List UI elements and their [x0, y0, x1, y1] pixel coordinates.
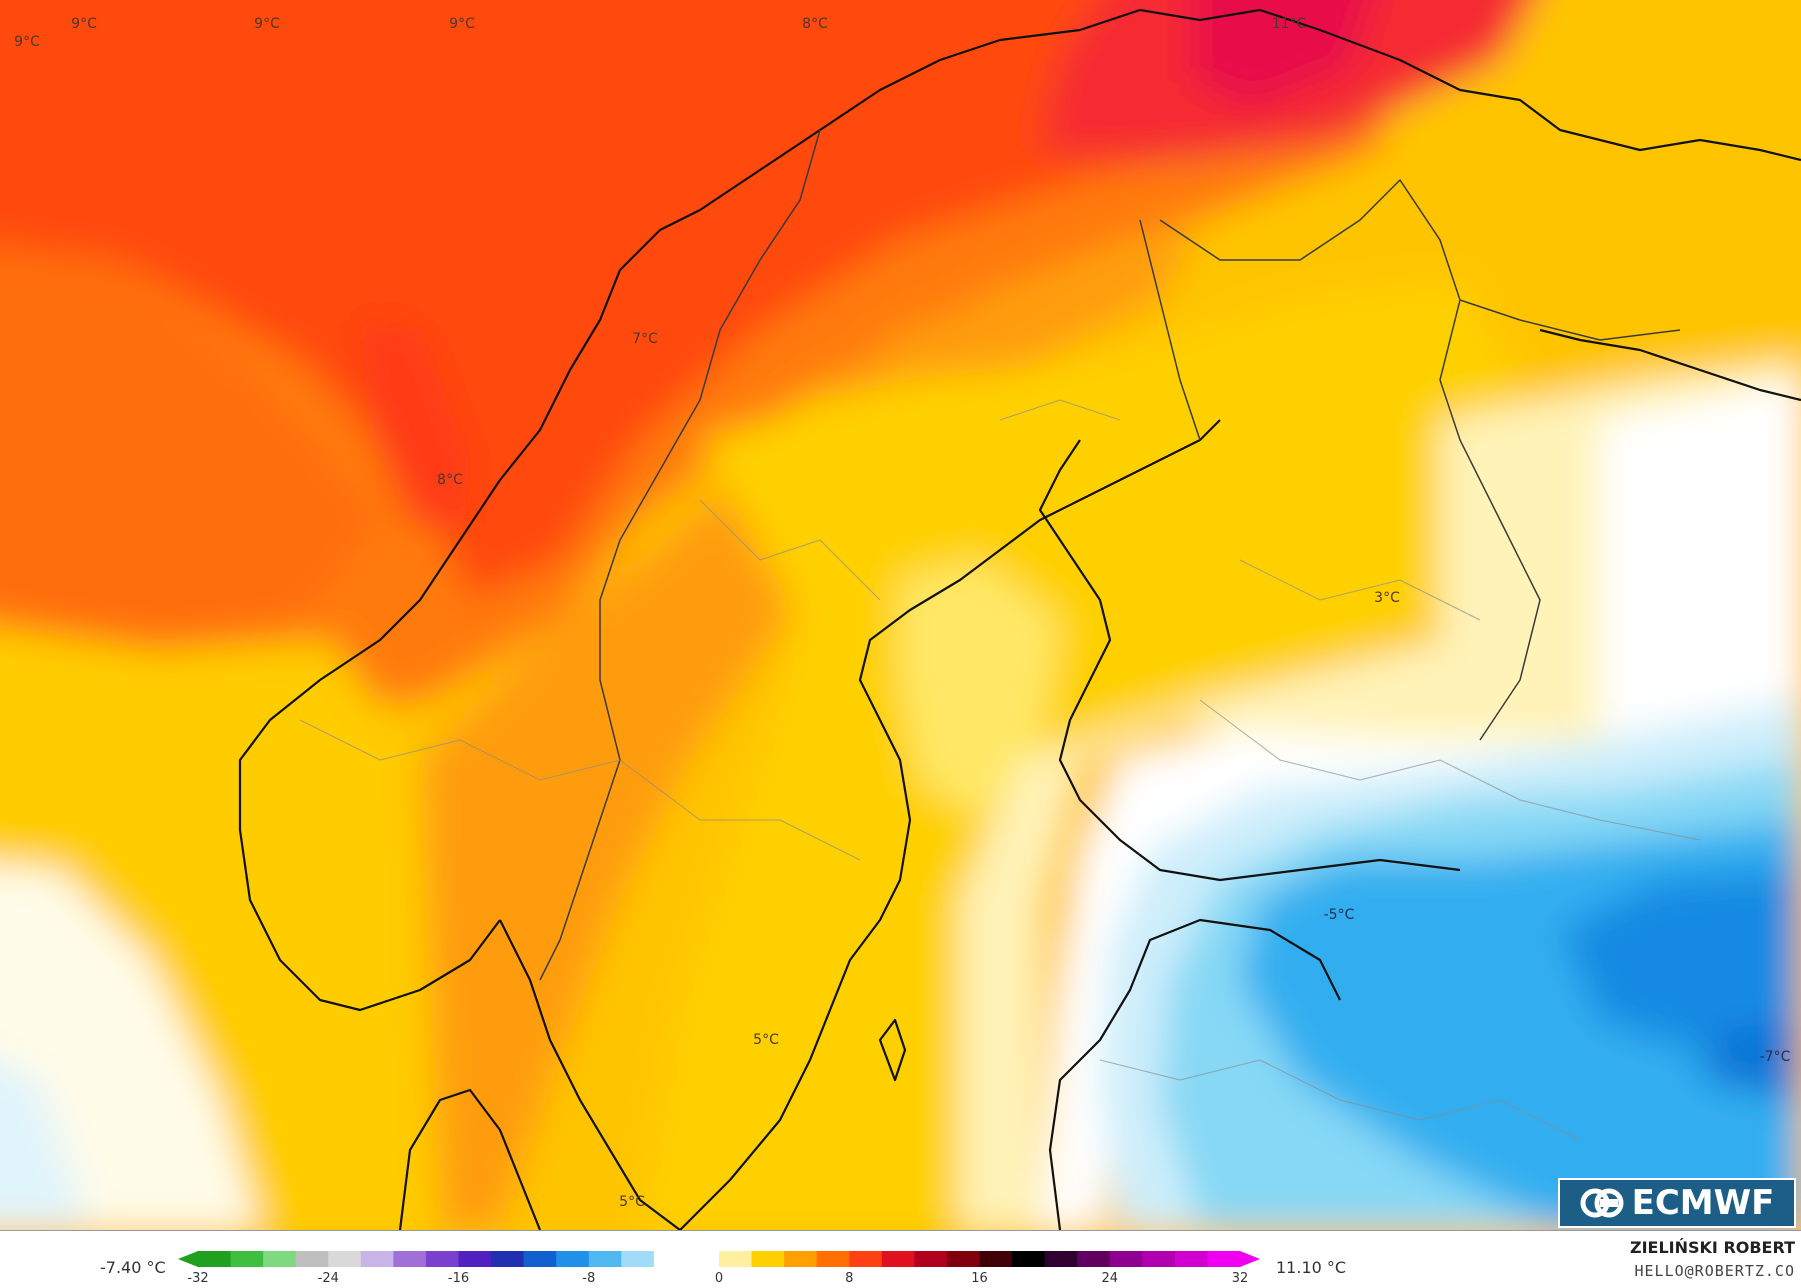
colorbar-swatch [1077, 1251, 1111, 1267]
colorbar-swatch [784, 1251, 818, 1267]
colorbar-tick-label: 0 [714, 1271, 724, 1286]
colorbar-swatch [1012, 1251, 1046, 1267]
borders [539, 129, 1681, 981]
colorbar-swatch [653, 1251, 687, 1267]
yellow-zone [640, 280, 1520, 1230]
legend-max-value: 11.10 °C [1276, 1258, 1347, 1277]
colorbar-swatch [914, 1251, 948, 1267]
regional-borders [299, 399, 1701, 1141]
temp-label: 5°C [619, 1194, 645, 1210]
colorbar-min-arrow [178, 1251, 198, 1267]
colorbar-swatch [1044, 1251, 1078, 1267]
temp-label: 7°C [632, 331, 658, 347]
author-email: HELLO@ROBERTZ.CO [1634, 1262, 1795, 1280]
colorbar-swatch [1109, 1251, 1143, 1267]
red-orange-zone [0, 0, 1358, 600]
colorbar-tick-label: 16 [971, 1271, 988, 1286]
colorbar-swatch [849, 1251, 883, 1267]
colorbar-swatch [1174, 1251, 1208, 1267]
light-yellow-gulf [900, 560, 1060, 820]
yellow-west-zone [0, 627, 440, 1230]
russia-border [1459, 299, 1681, 341]
norway-coast [238, 8, 1801, 1012]
colorbar-swatch [946, 1251, 980, 1267]
gulf-coast [1038, 439, 1461, 882]
colorbar-swatch [198, 1251, 232, 1267]
temp-label: 9°C [254, 16, 280, 32]
colorbar-swatch [328, 1251, 362, 1267]
kola-coast [1539, 328, 1801, 402]
magenta-zone [1190, 0, 1374, 110]
temp-label: 11°C [1271, 16, 1307, 32]
temp-label: 9°C [71, 16, 97, 32]
colorbar-swatch [588, 1251, 622, 1267]
colorbar-swatch [360, 1251, 394, 1267]
white-zone [1040, 380, 1801, 1230]
temp-label: -5°C [1323, 907, 1355, 923]
colorbar-swatch [881, 1251, 915, 1267]
colorbar-tick-label: 32 [1231, 1271, 1249, 1286]
colorbar-tick-label: 8 [845, 1271, 854, 1286]
ecmwf-logo: ECMWF [1558, 1178, 1796, 1228]
temp-label: 8°C [437, 472, 463, 488]
gotland [878, 1018, 907, 1082]
red-ridge [360, 320, 470, 540]
ecmwf-logo-text: ECMWF [1631, 1183, 1775, 1223]
baltic-east-coast [1048, 918, 1341, 1230]
colorbar-swatch [295, 1251, 329, 1267]
legend-min-value: -7.40 °C [100, 1258, 166, 1277]
ecmwf-logo-icon [1580, 1188, 1624, 1218]
colorbar-tick-label: -24 [317, 1271, 339, 1286]
colorbar-swatch [719, 1251, 753, 1267]
temp-label: -7°C [1759, 1049, 1791, 1065]
colorbar-swatch [686, 1251, 720, 1267]
colorbar-swatch [523, 1251, 557, 1267]
colorbar-swatch [816, 1251, 850, 1267]
colorbar-tick-label: -8 [582, 1271, 596, 1286]
colorbar-swatch [393, 1251, 427, 1267]
colorbar-swatch [1142, 1251, 1176, 1267]
colorbar-swatch [1207, 1251, 1241, 1267]
colorbar-swatch [621, 1251, 655, 1267]
colorbar-tick-label: -16 [447, 1271, 470, 1286]
coastlines [238, 8, 1801, 1230]
white-west-zone [0, 864, 260, 1230]
colorbar-swatch [458, 1251, 492, 1267]
colorbar-swatch [491, 1251, 525, 1267]
temp-label: 9°C [449, 16, 475, 32]
legend-colorbar [178, 1251, 1260, 1267]
colorbar-swatch [979, 1251, 1013, 1267]
colorbar-swatch [230, 1251, 264, 1267]
temp-label: 5°C [753, 1032, 779, 1048]
colorbar-swatch [751, 1251, 785, 1267]
norway-sweden-border [539, 129, 821, 981]
colorbar-swatch [556, 1251, 590, 1267]
denmark-coast [398, 1088, 542, 1230]
colorbar-swatch [425, 1251, 459, 1267]
colorbar-tick-label: -32 [187, 1271, 209, 1286]
pale-blue-west [0, 1062, 90, 1230]
deep-blue-zone [1560, 870, 1801, 1060]
temperature-field [0, 0, 1801, 1230]
temp-label: 9°C [14, 34, 40, 50]
temp-label: 3°C [1374, 590, 1400, 606]
colorbar-swatch [263, 1251, 297, 1267]
pale-band [960, 360, 1801, 1230]
temp-label: 8°C [802, 16, 828, 32]
colorbar-tick-label: 24 [1101, 1271, 1119, 1286]
colorbar-max-arrow [1240, 1251, 1260, 1267]
deep-blue-core [1700, 1020, 1801, 1100]
orange-west-zone [0, 245, 380, 650]
temperature-map: 9°C 9°C 9°C 9°C 8°C 11°C 7°C 8°C 3°C -5°… [0, 0, 1801, 1230]
sweden-coast [499, 419, 1221, 1230]
author-credit: ZIELIŃSKI ROBERT [1629, 1238, 1795, 1257]
